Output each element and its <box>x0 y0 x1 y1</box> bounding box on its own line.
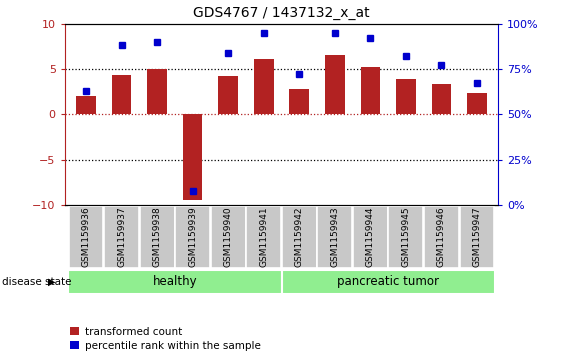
Legend: transformed count, percentile rank within the sample: transformed count, percentile rank withi… <box>70 327 261 351</box>
Bar <box>432 84 451 114</box>
Bar <box>211 206 245 268</box>
Text: GSM1159945: GSM1159945 <box>401 207 410 267</box>
Bar <box>148 69 167 114</box>
Bar <box>325 55 345 114</box>
Bar <box>353 206 388 268</box>
Text: GSM1159937: GSM1159937 <box>117 207 126 267</box>
Bar <box>112 75 131 114</box>
Bar <box>77 96 96 114</box>
Bar <box>69 206 104 268</box>
Bar <box>424 206 459 268</box>
Bar <box>282 206 316 268</box>
Text: GSM1159936: GSM1159936 <box>82 207 91 267</box>
Bar <box>360 67 380 114</box>
Text: GSM1159944: GSM1159944 <box>366 207 375 267</box>
Bar <box>218 76 238 114</box>
Bar <box>396 79 415 114</box>
Text: GSM1159947: GSM1159947 <box>472 207 481 267</box>
Text: ▶: ▶ <box>48 277 55 287</box>
Bar <box>318 206 352 268</box>
Text: GSM1159943: GSM1159943 <box>330 207 339 267</box>
Text: GSM1159942: GSM1159942 <box>295 207 304 267</box>
Text: GSM1159939: GSM1159939 <box>188 207 197 267</box>
Text: GSM1159938: GSM1159938 <box>153 207 162 267</box>
Bar <box>282 270 495 294</box>
Bar <box>467 93 486 114</box>
Bar <box>254 59 274 114</box>
Bar <box>68 270 282 294</box>
Bar <box>388 206 423 268</box>
Text: healthy: healthy <box>153 275 197 288</box>
Bar <box>183 114 203 200</box>
Text: pancreatic tumor: pancreatic tumor <box>337 275 439 288</box>
Text: GSM1159941: GSM1159941 <box>259 207 268 267</box>
Bar <box>289 89 309 114</box>
Bar <box>140 206 175 268</box>
Text: disease state: disease state <box>2 277 71 287</box>
Bar <box>104 206 139 268</box>
Text: GSM1159946: GSM1159946 <box>437 207 446 267</box>
Title: GDS4767 / 1437132_x_at: GDS4767 / 1437132_x_at <box>193 6 370 20</box>
Bar <box>247 206 281 268</box>
Bar <box>175 206 210 268</box>
Bar <box>459 206 494 268</box>
Text: GSM1159940: GSM1159940 <box>224 207 233 267</box>
